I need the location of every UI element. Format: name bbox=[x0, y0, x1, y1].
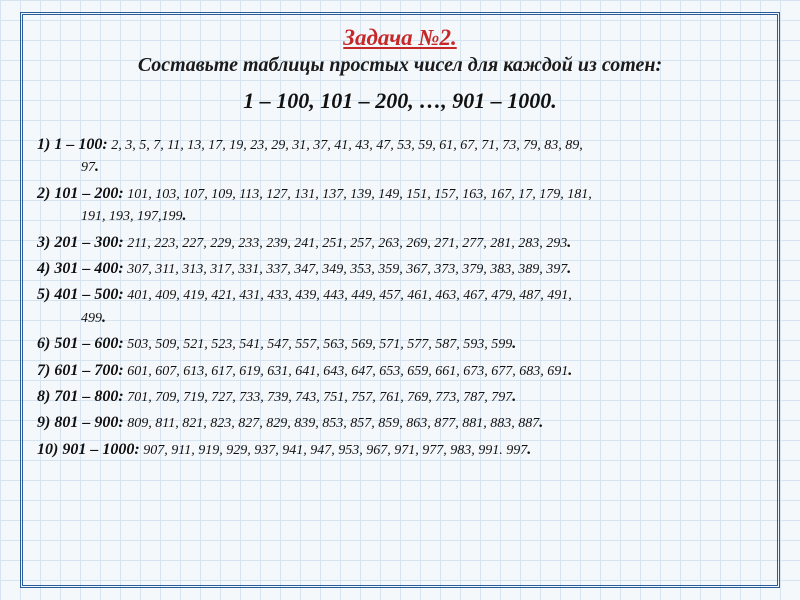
range-label: 8) 701 – 800: bbox=[37, 388, 124, 405]
primes-values: 2, 3, 5, 7, 11, 13, 17, 19, 23, 29, 31, … bbox=[111, 138, 582, 153]
list-item: 5) 401 – 500: 401, 409, 419, 421, 431, 4… bbox=[37, 284, 763, 329]
range-label: 1) 1 – 100: bbox=[37, 136, 108, 153]
range-label: 9) 801 – 900: bbox=[37, 414, 124, 431]
trail-punct: . bbox=[512, 388, 516, 405]
trail-punct: . bbox=[102, 309, 106, 326]
list-item: 9) 801 – 900: 809, 811, 821, 823, 827, 8… bbox=[37, 412, 763, 434]
task-subtitle: Составьте таблицы простых чисел для кажд… bbox=[37, 53, 763, 78]
task-title: Задача №2. bbox=[37, 25, 763, 51]
primes-values-cont: 191, 193, 197,199 bbox=[81, 209, 183, 224]
range-label: 2) 101 – 200: bbox=[37, 185, 124, 202]
primes-values: 101, 103, 107, 109, 113, 127, 131, 137, … bbox=[127, 187, 591, 202]
primes-values: 701, 709, 719, 727, 733, 739, 743, 751, … bbox=[127, 390, 512, 405]
primes-values: 907, 911, 919, 929, 937, 941, 947, 953, … bbox=[143, 443, 527, 458]
list-item: 8) 701 – 800: 701, 709, 719, 727, 733, 7… bbox=[37, 386, 763, 408]
range-label: 4) 301 – 400: bbox=[37, 260, 124, 277]
range-label: 3) 201 – 300: bbox=[37, 234, 124, 251]
trail-punct: . bbox=[183, 207, 187, 224]
range-label: 6) 501 – 600: bbox=[37, 335, 124, 352]
primes-values: 401, 409, 419, 421, 431, 433, 439, 443, … bbox=[127, 288, 572, 303]
primes-values: 601, 607, 613, 617, 619, 631, 641, 643, … bbox=[127, 364, 568, 379]
primes-values: 307, 311, 313, 317, 331, 337, 347, 349, … bbox=[127, 262, 567, 277]
primes-values: 503, 509, 521, 523, 541, 547, 557, 563, … bbox=[127, 337, 512, 352]
list-item: 4) 301 – 400: 307, 311, 313, 317, 331, 3… bbox=[37, 258, 763, 280]
trail-punct: . bbox=[95, 158, 99, 175]
list-item: 1) 1 – 100: 2, 3, 5, 7, 11, 13, 17, 19, … bbox=[37, 134, 763, 179]
content-frame: Задача №2. Составьте таблицы простых чис… bbox=[20, 12, 780, 588]
trail-punct: . bbox=[527, 441, 531, 458]
primes-values-cont: 97 bbox=[81, 160, 95, 175]
list-item: 6) 501 – 600: 503, 509, 521, 523, 541, 5… bbox=[37, 333, 763, 355]
primes-values: 809, 811, 821, 823, 827, 829, 839, 853, … bbox=[127, 416, 539, 431]
primes-values-cont: 499 bbox=[81, 311, 102, 326]
trail-punct: . bbox=[567, 234, 571, 251]
trail-punct: . bbox=[568, 362, 572, 379]
primes-values: 211, 223, 227, 229, 233, 239, 241, 251, … bbox=[127, 236, 567, 251]
range-label: 5) 401 – 500: bbox=[37, 286, 124, 303]
trail-punct: . bbox=[567, 260, 571, 277]
task-ranges-line: 1 – 100, 101 – 200, …, 901 – 1000. bbox=[37, 88, 763, 114]
list-item: 3) 201 – 300: 211, 223, 227, 229, 233, 2… bbox=[37, 232, 763, 254]
list-item: 2) 101 – 200: 101, 103, 107, 109, 113, 1… bbox=[37, 183, 763, 228]
trail-punct: . bbox=[512, 335, 516, 352]
list-item: 10) 901 – 1000: 907, 911, 919, 929, 937,… bbox=[37, 439, 763, 461]
range-label: 10) 901 – 1000: bbox=[37, 441, 140, 458]
list-item: 7) 601 – 700: 601, 607, 613, 617, 619, 6… bbox=[37, 360, 763, 382]
primes-list: 1) 1 – 100: 2, 3, 5, 7, 11, 13, 17, 19, … bbox=[37, 134, 763, 461]
range-label: 7) 601 – 700: bbox=[37, 362, 124, 379]
trail-punct: . bbox=[539, 414, 543, 431]
